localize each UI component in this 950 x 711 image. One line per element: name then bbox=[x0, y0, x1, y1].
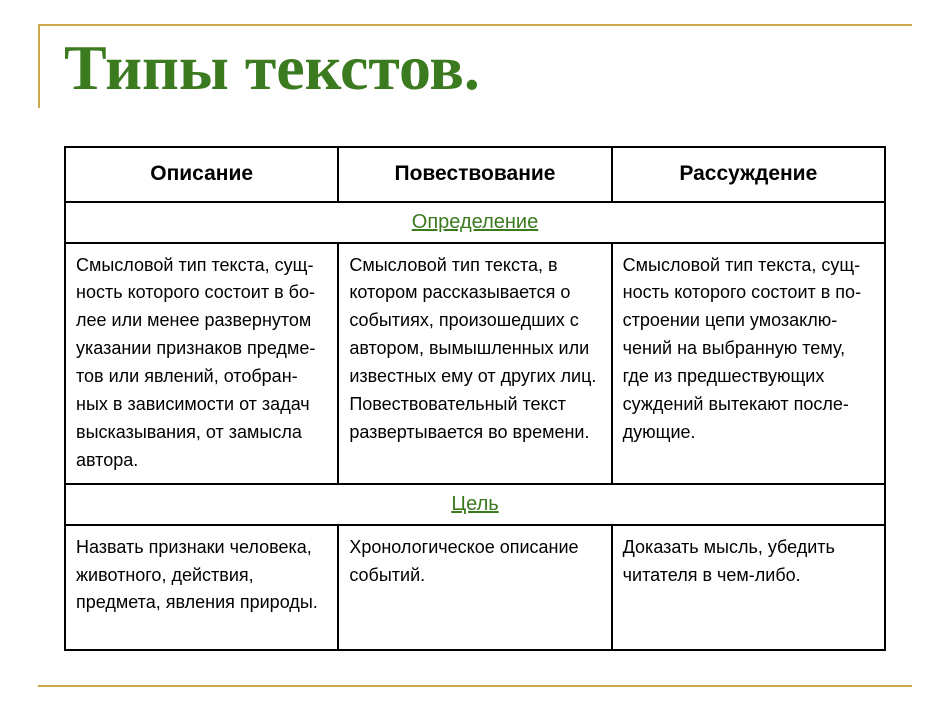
goal-description: Назвать признаки человека, животного, де… bbox=[65, 525, 338, 651]
frame-line-bottom bbox=[38, 685, 912, 687]
section-label-goal: Цель bbox=[65, 484, 885, 525]
goal-row: Назвать признаки человека, животного, де… bbox=[65, 525, 885, 651]
section-label-definition: Определение bbox=[65, 202, 885, 243]
types-table: Описание Повествование Рассуждение Опред… bbox=[64, 146, 886, 651]
definition-narration: Смысловой тип текста, в котором рассказы… bbox=[338, 243, 611, 484]
section-row-definition: Определение bbox=[65, 202, 885, 243]
col-header-reasoning: Рассуждение bbox=[612, 147, 885, 202]
definition-reasoning: Смысловой тип текста, сущ-ность которого… bbox=[612, 243, 885, 484]
col-header-description: Описание bbox=[65, 147, 338, 202]
goal-reasoning: Доказать мысль, убедить читателя в чем-л… bbox=[612, 525, 885, 651]
frame-line-top bbox=[38, 24, 912, 26]
types-table-container: Описание Повествование Рассуждение Опред… bbox=[64, 146, 886, 651]
definition-row: Смысловой тип текста, сущ-ность которого… bbox=[65, 243, 885, 484]
slide: Типы текстов. Описание Повествование Рас… bbox=[0, 0, 950, 711]
table-header-row: Описание Повествование Рассуждение bbox=[65, 147, 885, 202]
page-title: Типы текстов. bbox=[64, 34, 488, 101]
definition-description: Смысловой тип текста, сущ-ность которого… bbox=[65, 243, 338, 484]
goal-narration: Хронологическое описание событий. bbox=[338, 525, 611, 651]
section-row-goal: Цель bbox=[65, 484, 885, 525]
frame-line-left bbox=[38, 24, 40, 108]
col-header-narration: Повествование bbox=[338, 147, 611, 202]
